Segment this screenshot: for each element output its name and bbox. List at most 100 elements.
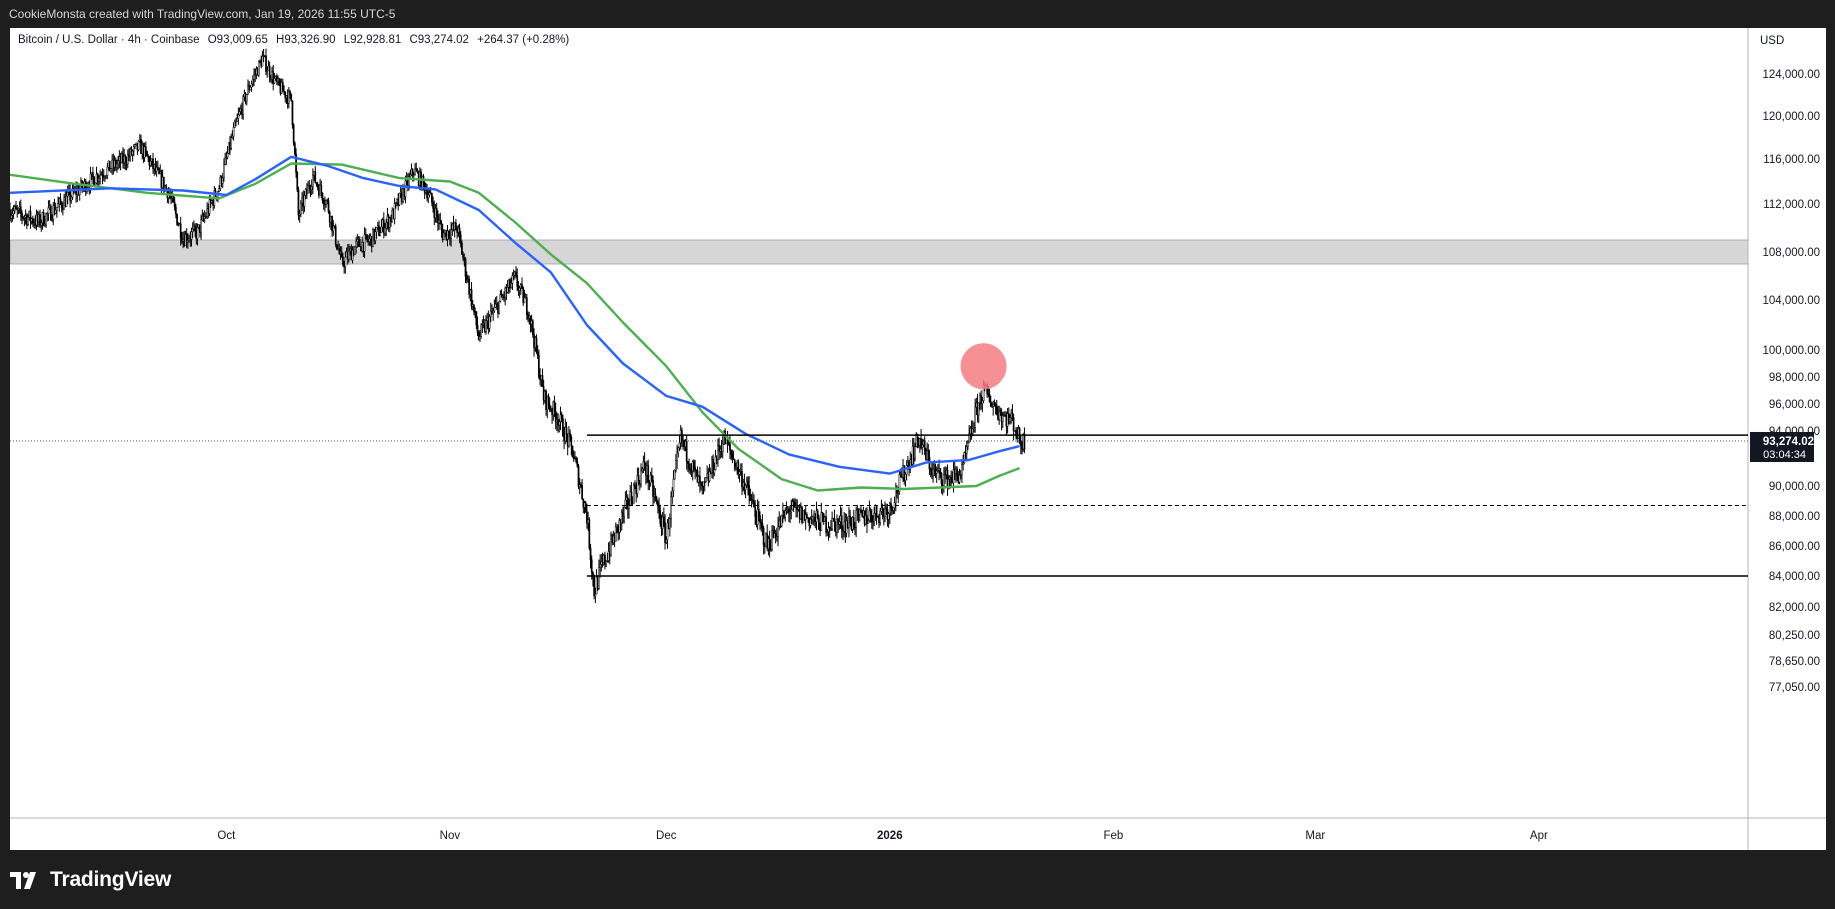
candle-body [458,227,461,236]
candle-body [488,316,491,329]
candle-body [382,219,385,234]
candle-body [477,331,480,340]
x-tick-label: Nov [440,830,461,842]
candle-body [224,157,226,165]
candle-body [588,519,591,549]
candle-body [307,185,309,194]
candle-body [968,433,970,444]
candle-body [1004,414,1007,417]
candle-body [155,167,158,172]
y-tick-label: 112,000.00 [1763,199,1820,211]
candle-body [493,307,496,312]
candle-body [348,250,350,260]
candle-body [479,336,481,340]
candle-body [223,164,225,179]
candle-body [147,155,150,158]
candle-body [511,275,514,284]
candle-body [586,511,588,524]
candle-body [431,192,433,203]
candle-body [379,232,382,236]
candle-body [962,462,964,465]
attribution-text: CookieMonsta created with TradingView.co… [9,7,396,21]
candle-body [867,520,870,524]
candle-body [261,56,264,67]
candle-body [521,284,523,288]
candle-body [185,234,188,243]
candle-body [756,508,759,526]
candle-body [203,216,206,220]
y-tick-label: 96,000.00 [1769,399,1820,411]
candle-body [634,485,636,487]
y-tick-label: 78,650.00 [1769,656,1820,668]
candle-body [152,158,154,169]
candle-body [967,442,969,447]
attribution-bar: CookieMonsta created with TradingView.co… [0,0,1835,28]
candle-body [208,199,211,214]
candle-body [663,517,665,524]
candle-body [416,171,419,173]
candle-body [368,238,371,242]
candle-body [237,114,240,119]
candle-body [655,497,658,503]
candle-body [816,510,819,519]
x-tick-label: Feb [1103,830,1123,842]
y-tick-label: 84,000.00 [1769,571,1820,583]
candle-body [187,239,189,243]
candle-body [242,96,245,115]
candle-body [717,445,719,460]
candle-body [647,465,650,483]
candle-body [971,428,974,434]
candle-body [605,560,608,565]
candle-body [658,505,660,511]
candle-body [94,182,97,186]
y-tick-label: 90,000.00 [1769,481,1820,493]
candle-body [374,231,377,242]
candle-body [664,522,666,543]
candle-body [324,203,326,206]
y-tick-label: 104,000.00 [1762,295,1820,307]
candle-body [614,526,617,542]
candle-body [303,195,306,207]
candle-body [560,414,563,419]
candle-body [590,559,593,573]
candle-body [266,70,269,72]
chart-panel[interactable]: USD 124,000.00 120,000.00 116,000.00 112,000… [10,28,1826,850]
candle-body [297,189,300,216]
candle-body [225,156,228,159]
candle-body [59,198,62,204]
candle-body [44,223,46,226]
candle-body [923,440,926,451]
bar-countdown-label: 03:04:34 [1763,449,1806,461]
candle-body [289,91,291,95]
candle-body [903,465,906,481]
candle-body [459,234,462,244]
candle-body [562,418,564,437]
candle-body [898,474,901,493]
candle-body [995,406,998,415]
candle-body [23,216,26,219]
candle-body [238,111,241,115]
candle-body [315,182,318,185]
candle-body [106,166,109,176]
x-tick-label: Oct [217,830,236,842]
candle-body [10,209,11,219]
candle-body [905,465,908,475]
candle-body [784,510,787,518]
last-price-badge [1750,431,1814,462]
candle-body [875,505,878,518]
candle-body [149,160,152,166]
candle-body [1009,417,1011,422]
candle-body [131,150,134,155]
candle-body [173,201,176,208]
candle-body [480,324,483,337]
candle-body [702,481,705,487]
candle-body [439,219,442,224]
candle-body [589,547,592,560]
candle-body [290,93,293,102]
candle-body [840,515,843,530]
candle-body [703,481,706,483]
candle-body [672,478,675,492]
candle-body [70,196,73,201]
candle-body [584,502,587,513]
price-chart[interactable]: USD 124,000.00 120,000.00 116,000.00 112,000… [10,28,1826,850]
